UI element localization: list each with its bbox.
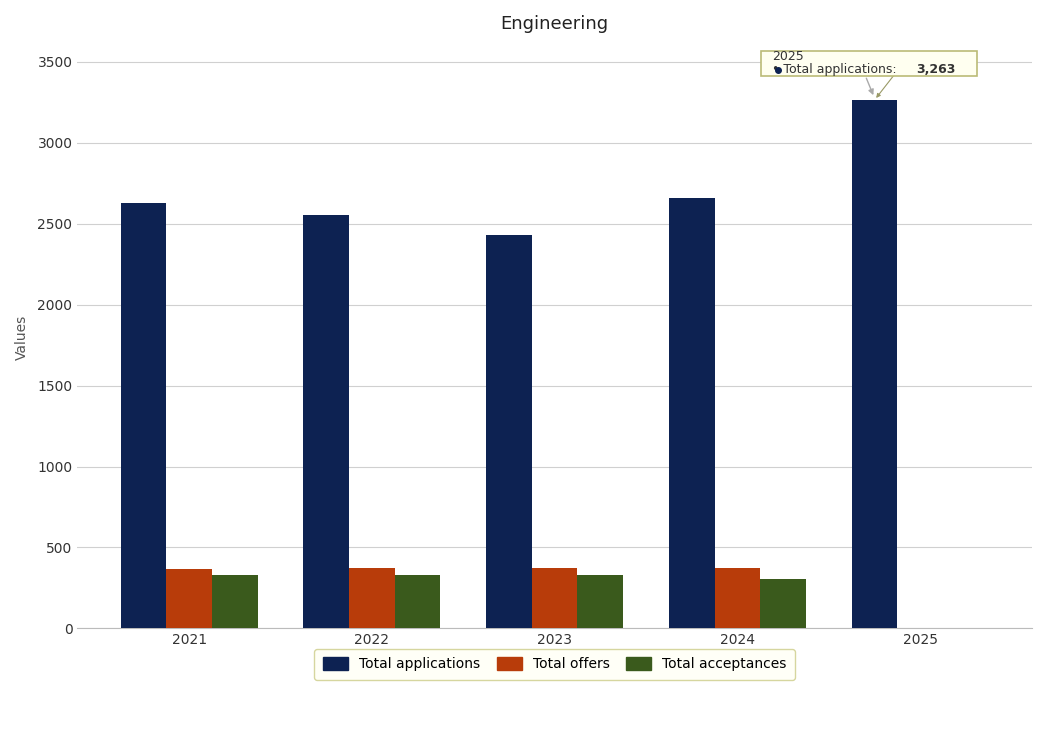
Bar	[395, 575, 441, 628]
Title: Engineering: Engineering	[500, 15, 608, 33]
Text: 3,263: 3,263	[916, 63, 956, 77]
Text: • Total applications:: • Total applications:	[772, 63, 900, 77]
Bar	[486, 235, 532, 628]
Bar	[120, 203, 166, 628]
Bar	[213, 575, 258, 628]
Y-axis label: Values: Values	[15, 314, 29, 359]
Bar	[669, 198, 714, 628]
FancyBboxPatch shape	[761, 51, 977, 76]
Text: 2025: 2025	[772, 50, 804, 63]
Bar	[349, 568, 395, 628]
Bar	[760, 579, 806, 628]
Legend: Total applications, Total offers, Total acceptances: Total applications, Total offers, Total …	[314, 649, 795, 679]
Bar	[304, 215, 349, 628]
Bar	[851, 100, 897, 628]
Bar	[532, 569, 578, 628]
Bar	[166, 569, 213, 628]
Bar	[578, 575, 623, 628]
Bar	[714, 568, 760, 628]
